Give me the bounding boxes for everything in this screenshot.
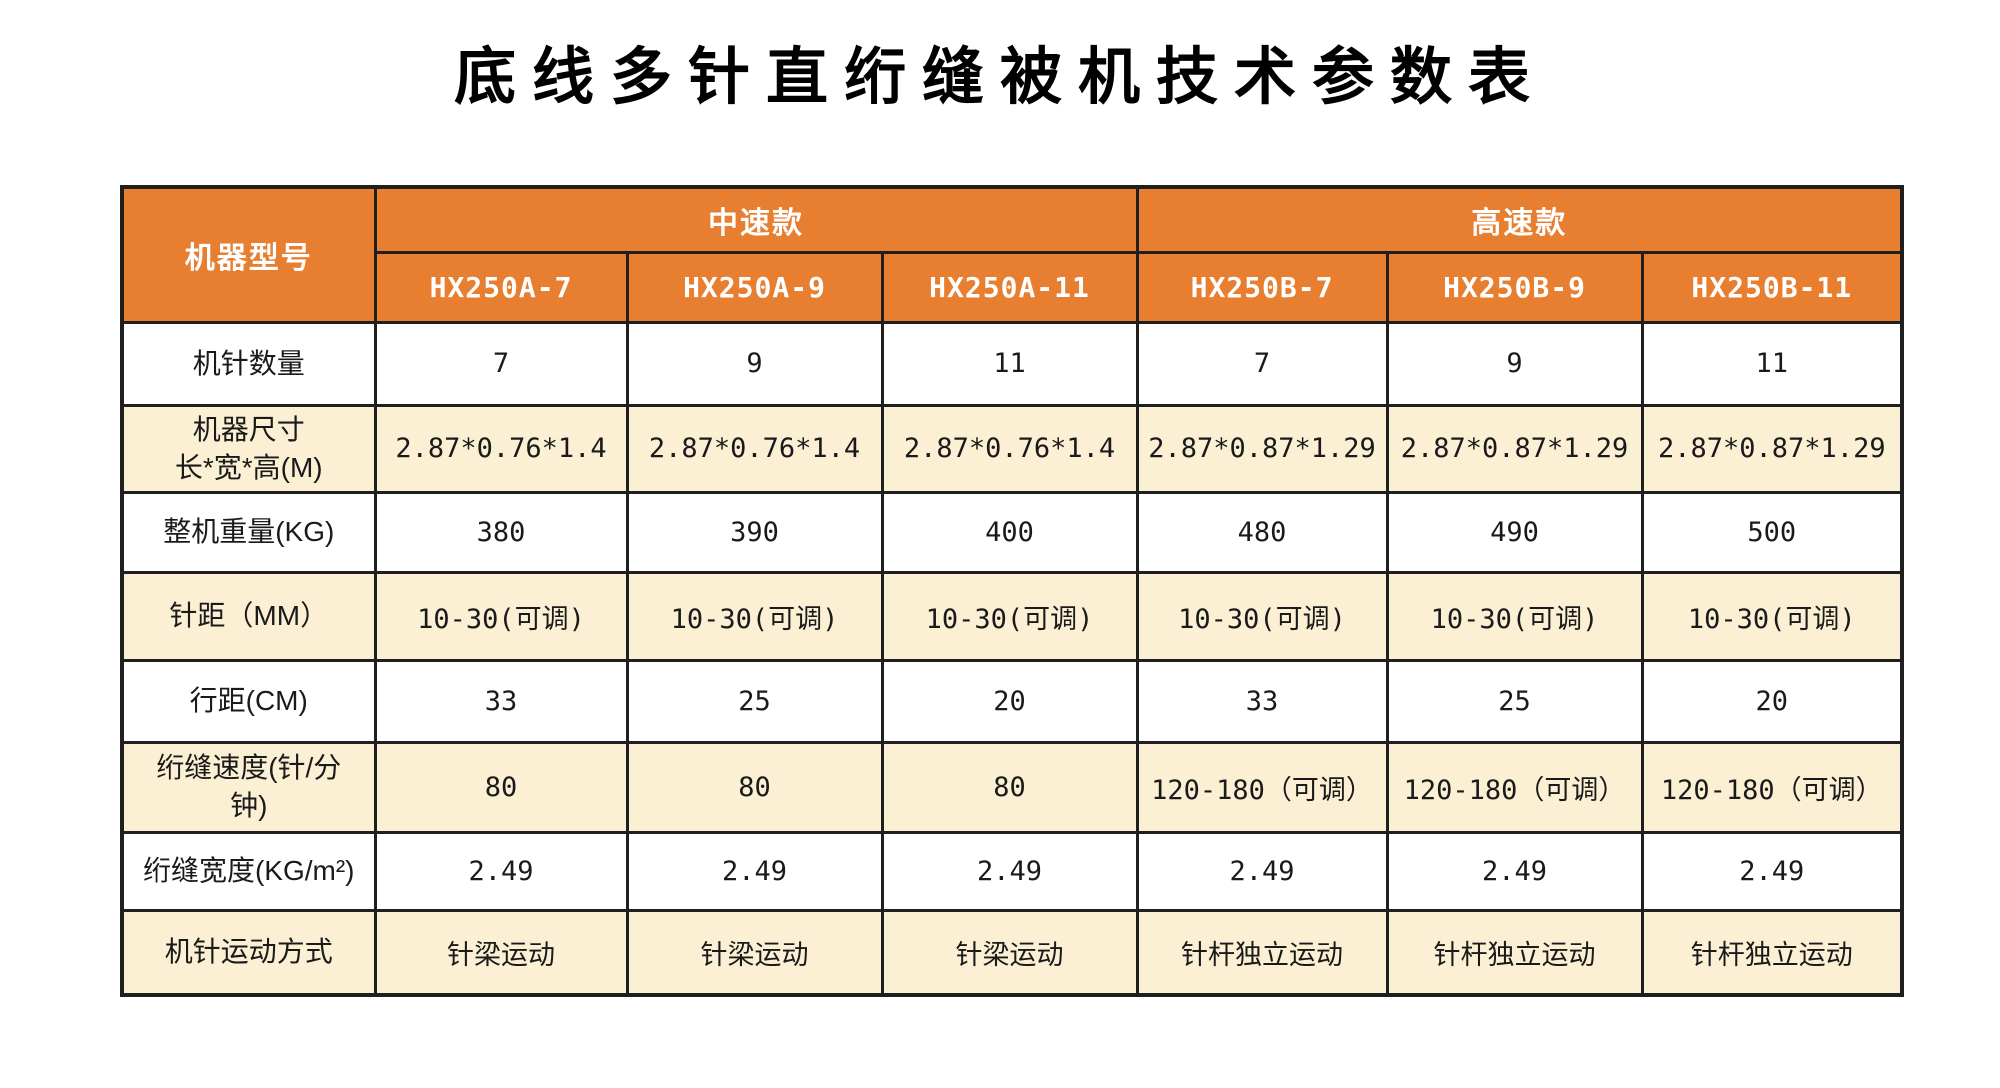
group-header-medium-speed: 中速款 <box>373 185 1139 254</box>
value-cell: 80 <box>373 740 629 834</box>
value-cell: 2.87*0.87*1.29 <box>1640 403 1904 494</box>
value-cell: 9 <box>625 320 884 407</box>
value-cell: 7 <box>373 320 629 407</box>
row-label: 机针数量 <box>120 320 377 407</box>
value-cell: 25 <box>1385 658 1644 744</box>
value-cell: 11 <box>880 320 1139 407</box>
value-cell: 11 <box>1640 320 1904 407</box>
value-cell: 400 <box>880 490 1139 574</box>
table-row: 机针数量 7 9 11 7 9 11 <box>120 320 1904 407</box>
value-cell: 10-30(可调) <box>625 570 884 662</box>
value-cell: 2.49 <box>1385 830 1644 912</box>
value-cell: 120-180（可调） <box>1135 740 1389 834</box>
value-cell: 10-30(可调) <box>880 570 1139 662</box>
value-cell: 80 <box>625 740 884 834</box>
row-label: 绗缝速度(针/分 钟) <box>120 740 377 834</box>
table-body: 机针数量 7 9 11 7 9 11 机器尺寸 长*宽*高(M) 2.87*0.76*1.4 2.… <box>120 320 1904 997</box>
row-label: 机器尺寸 长*宽*高(M) <box>120 403 377 494</box>
value-cell: 9 <box>1385 320 1644 407</box>
value-cell: 2.49 <box>1640 830 1904 912</box>
model-header-hx250b-7: HX250B-7 <box>1135 250 1389 324</box>
value-cell: 120-180（可调） <box>1640 740 1904 834</box>
model-header-row: HX250A-7 HX250A-9 HX250A-11 HX250B-7 HX2… <box>122 250 1904 324</box>
value-cell: 20 <box>1640 658 1904 744</box>
value-cell: 2.87*0.76*1.4 <box>880 403 1139 494</box>
value-cell: 7 <box>1135 320 1389 407</box>
model-header-hx250b-9: HX250B-9 <box>1385 250 1644 324</box>
value-cell: 针梁运动 <box>625 908 884 997</box>
model-header-hx250a-7: HX250A-7 <box>373 250 629 324</box>
value-cell: 33 <box>1135 658 1389 744</box>
row-label: 机针运动方式 <box>120 908 377 997</box>
value-cell: 480 <box>1135 490 1389 574</box>
table-row: 绗缝速度(针/分 钟) 80 80 80 120-180（可调） 120-180（可调） 1… <box>120 740 1904 834</box>
value-cell: 针杆独立运动 <box>1640 908 1904 997</box>
value-cell: 120-180（可调） <box>1385 740 1644 834</box>
row-label: 整机重量(KG) <box>120 490 377 574</box>
value-cell: 10-30(可调) <box>1640 570 1904 662</box>
value-cell: 2.87*0.76*1.4 <box>373 403 629 494</box>
row-label: 绗缝宽度(KG/m²) <box>120 830 377 912</box>
value-cell: 2.49 <box>373 830 629 912</box>
group-header-high-speed: 高速款 <box>1135 185 1904 254</box>
spec-table: 机器型号 中速款 高速款 HX250A-7 HX250A-9 HX250A-11… <box>120 185 1905 997</box>
value-cell: 2.87*0.87*1.29 <box>1385 403 1644 494</box>
model-header-hx250a-11: HX250A-11 <box>880 250 1139 324</box>
table-row: 机针运动方式 针梁运动 针梁运动 针梁运动 针杆独立运动 针杆独立运动 针杆独立运动 <box>120 908 1904 997</box>
model-header-hx250b-11: HX250B-11 <box>1640 250 1904 324</box>
table-row: 整机重量(KG) 380 390 400 480 490 500 <box>120 490 1904 574</box>
table-row: 针距（MM） 10-30(可调) 10-30(可调) 10-30(可调) 10-30(可… <box>120 570 1904 662</box>
page-title: 底线多针直绗缝被机技术参数表 <box>453 43 1546 112</box>
value-cell: 2.87*0.76*1.4 <box>625 403 884 494</box>
value-cell: 10-30(可调) <box>373 570 629 662</box>
value-cell: 2.49 <box>1135 830 1389 912</box>
value-cell: 10-30(可调) <box>1385 570 1644 662</box>
value-cell: 80 <box>880 740 1139 834</box>
corner-cell-machine-model: 机器型号 <box>120 185 377 324</box>
value-cell: 25 <box>625 658 884 744</box>
model-header-hx250a-9: HX250A-9 <box>625 250 884 324</box>
table-header: 机器型号 中速款 高速款 HX250A-7 HX250A-9 HX250A-11… <box>120 185 1904 324</box>
value-cell: 2.49 <box>880 830 1139 912</box>
value-cell: 2.49 <box>625 830 884 912</box>
value-cell: 390 <box>625 490 884 574</box>
table-row: 绗缝宽度(KG/m²) 2.49 2.49 2.49 2.49 2.49 2.49 <box>120 830 1904 912</box>
group-header-row: 机器型号 中速款 高速款 <box>120 185 1904 324</box>
value-cell: 20 <box>880 658 1139 744</box>
value-cell: 针杆独立运动 <box>1135 908 1389 997</box>
value-cell: 针杆独立运动 <box>1385 908 1644 997</box>
value-cell: 2.87*0.87*1.29 <box>1135 403 1389 494</box>
value-cell: 针梁运动 <box>373 908 629 997</box>
value-cell: 380 <box>373 490 629 574</box>
value-cell: 500 <box>1640 490 1904 574</box>
value-cell: 针梁运动 <box>880 908 1139 997</box>
value-cell: 10-30(可调) <box>1135 570 1389 662</box>
table-row: 行距(CM) 33 25 20 33 25 20 <box>120 658 1904 744</box>
row-label: 针距（MM） <box>120 570 377 662</box>
table-row: 机器尺寸 长*宽*高(M) 2.87*0.76*1.4 2.87*0.76*1.4 2… <box>120 403 1904 494</box>
value-cell: 490 <box>1385 490 1644 574</box>
row-label: 行距(CM) <box>120 658 377 744</box>
value-cell: 33 <box>373 658 629 744</box>
